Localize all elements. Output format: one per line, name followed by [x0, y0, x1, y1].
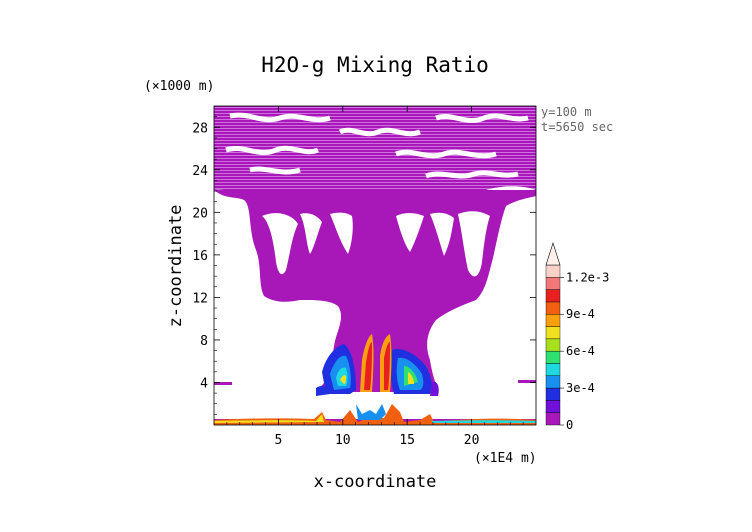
- annotation-y-position: y=100 m: [541, 105, 592, 119]
- y-tick-label: 28: [192, 121, 208, 136]
- colorbar-segment: [545, 387, 561, 401]
- colorbar-label: 9e-4: [566, 307, 595, 321]
- main-moisture-body: [214, 190, 536, 392]
- colorbar-label: 1.2e-3: [566, 270, 609, 284]
- colorbar-segment: [545, 326, 561, 340]
- surface-layer: [214, 404, 536, 425]
- y-tick-label: 4: [200, 376, 208, 391]
- y-axis-label: z-coordinate: [166, 205, 186, 328]
- upper-band-waves: [225, 112, 529, 179]
- colorbar-segment: [545, 375, 561, 389]
- y-tick-label: 16: [192, 249, 208, 264]
- y-axis: 4 8 12 16 20 24 28: [192, 116, 536, 415]
- x-unit-label: (×1E4 m): [474, 451, 537, 466]
- y-unit-label: (×1000 m): [144, 79, 214, 94]
- colorbar-segment: [545, 350, 561, 364]
- y-tick-label: 8: [200, 334, 208, 349]
- colorbar: 0 3e-4 6e-4 9e-4 1.2e-3: [545, 242, 609, 432]
- colorbar-segment: [545, 289, 561, 303]
- x-axis: 5 10 15 20: [226, 106, 524, 448]
- colorbar-segment: [545, 277, 561, 290]
- x-axis-label: x-coordinate: [314, 472, 437, 492]
- colorbar-label: 3e-4: [566, 381, 595, 395]
- colorbar-label: 0: [566, 418, 573, 432]
- x-tick-label: 20: [464, 433, 480, 448]
- x-tick-label: 5: [274, 433, 282, 448]
- colorbar-label: 6e-4: [566, 344, 595, 358]
- annotation-time: t=5650 sec: [541, 120, 613, 134]
- colorbar-segment: [545, 363, 561, 376]
- y-tick-label: 20: [192, 206, 208, 221]
- colorbar-extend-arrow: [545, 242, 561, 266]
- y-tick-label: 12: [192, 291, 208, 306]
- mixing-ratio-field: [214, 106, 536, 425]
- convective-core: [316, 334, 439, 396]
- colorbar-segment: [545, 412, 561, 426]
- colorbar-segment: [545, 301, 561, 315]
- colorbar-segment: [545, 400, 561, 413]
- colorbar-segment: [545, 338, 561, 352]
- x-tick-label: 10: [335, 433, 351, 448]
- y-tick-label: 24: [192, 164, 208, 179]
- colorbar-segment: [545, 264, 561, 278]
- chart-title: H2O-g Mixing Ratio: [261, 53, 489, 77]
- x-tick-label: 15: [399, 433, 415, 448]
- colorbar-segment: [545, 314, 561, 327]
